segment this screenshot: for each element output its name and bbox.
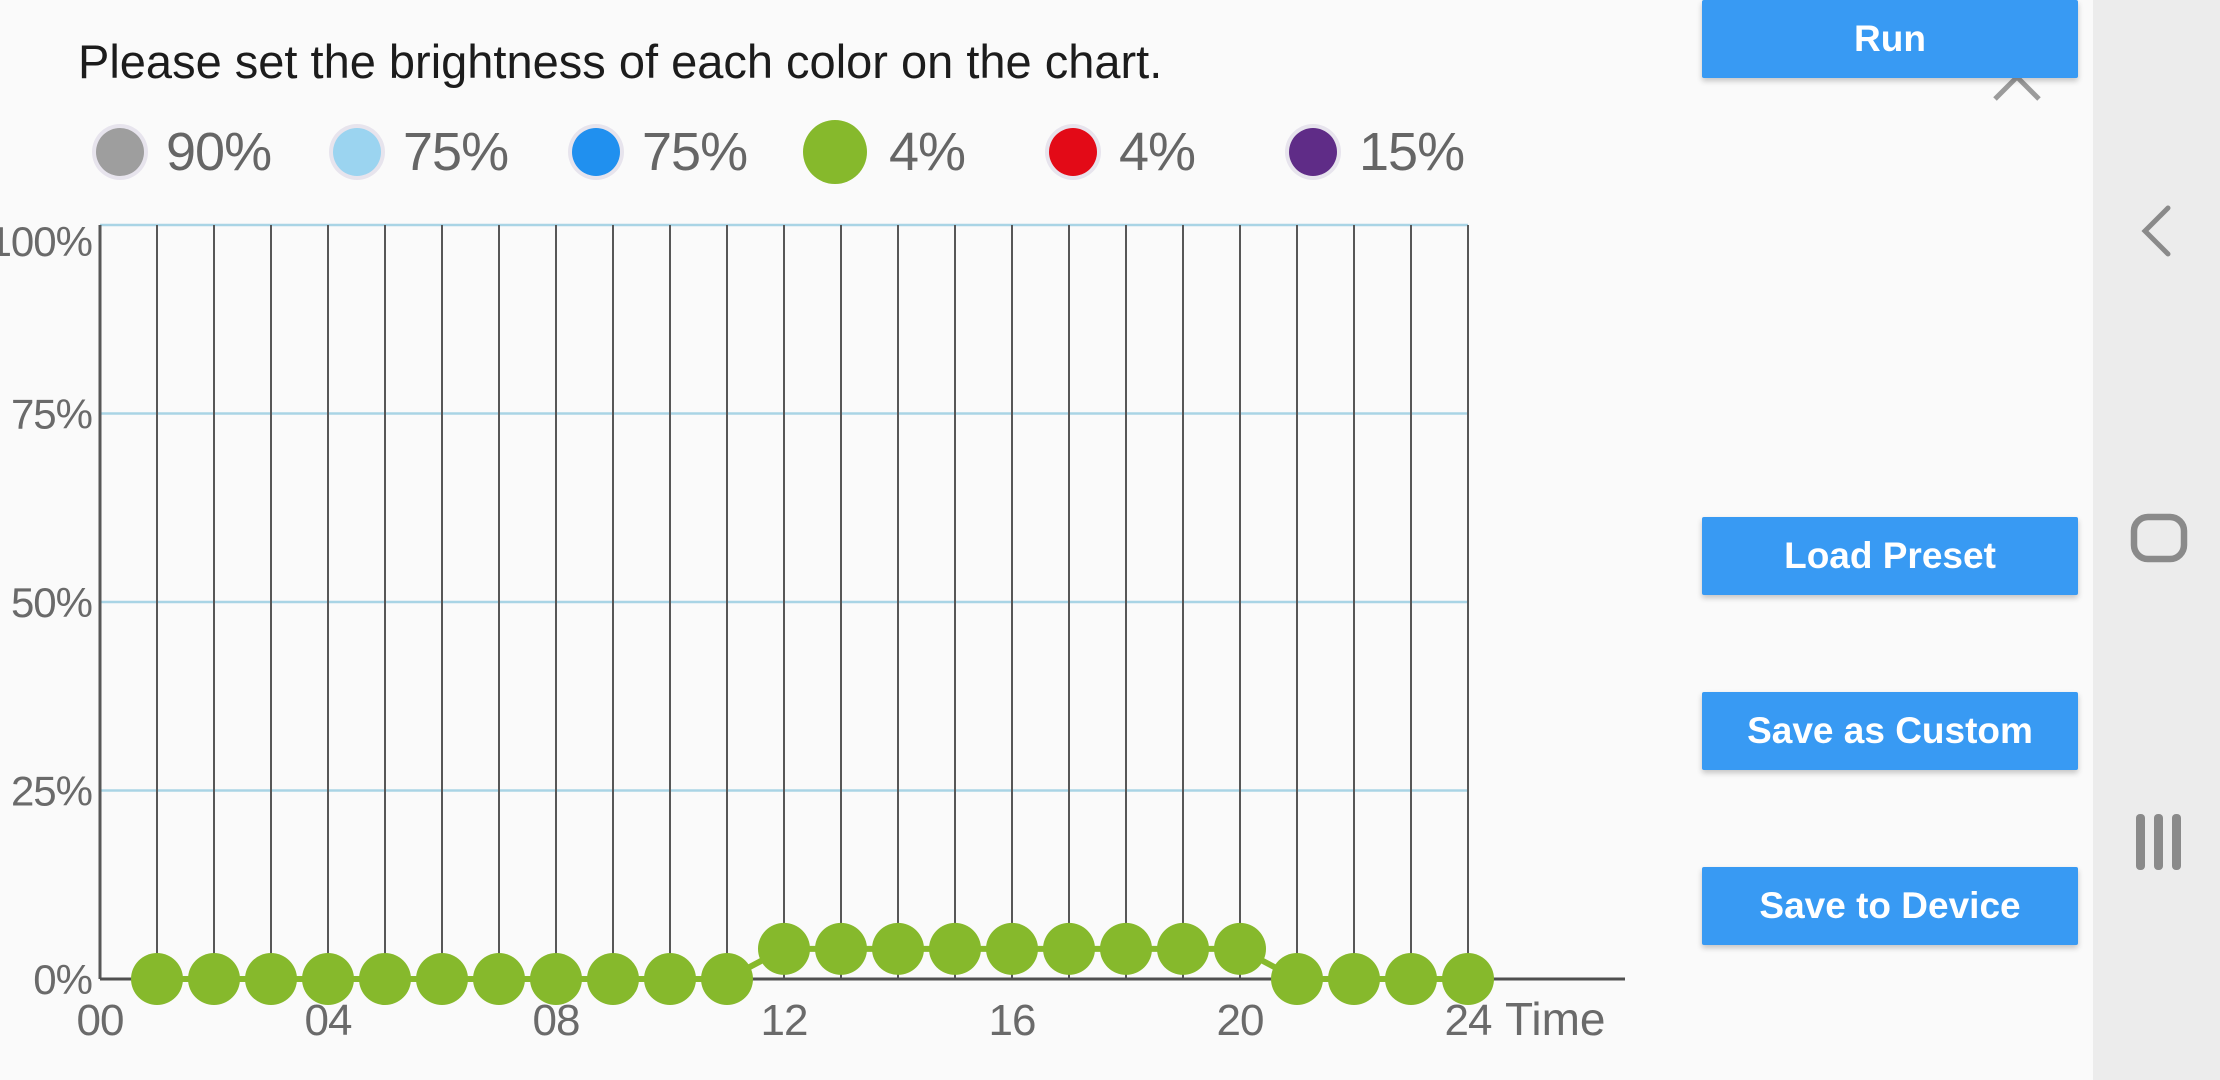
blue-color-swatch bbox=[572, 128, 620, 176]
brightness-dot-hour-21[interactable] bbox=[1271, 953, 1323, 1005]
legend-item-gray[interactable]: 90% bbox=[96, 118, 272, 186]
y-axis-tick: 75% bbox=[11, 391, 92, 438]
y-axis-tick: 0% bbox=[33, 956, 92, 1003]
brightness-dot-hour-14[interactable] bbox=[872, 922, 924, 975]
brightness-dot-hour-7[interactable] bbox=[473, 953, 525, 1005]
home-outline-icon bbox=[2130, 513, 2188, 563]
green-color-swatch bbox=[803, 120, 867, 184]
brightness-dot-hour-24[interactable] bbox=[1442, 953, 1494, 1005]
brightness-dot-hour-20[interactable] bbox=[1214, 922, 1266, 975]
legend-item-purple[interactable]: 15% bbox=[1289, 118, 1465, 186]
legend-value: 90% bbox=[166, 122, 272, 182]
light-blue-color-swatch bbox=[333, 128, 381, 176]
home-button[interactable] bbox=[2129, 508, 2189, 568]
run-button[interactable]: Run bbox=[1702, 0, 2078, 78]
y-axis-tick: 25% bbox=[11, 768, 92, 815]
legend-item-blue[interactable]: 75% bbox=[572, 118, 748, 186]
brightness-dot-hour-9[interactable] bbox=[587, 953, 639, 1005]
gray-color-swatch bbox=[96, 128, 144, 176]
page-title: Please set the brightness of each color … bbox=[78, 35, 1163, 88]
brightness-dot-hour-10[interactable] bbox=[644, 953, 696, 1005]
recent-apps-button[interactable] bbox=[2129, 812, 2189, 872]
brightness-dot-hour-13[interactable] bbox=[815, 922, 867, 975]
x-axis-tick: 00 bbox=[77, 996, 124, 1045]
back-button[interactable] bbox=[2129, 201, 2189, 261]
legend-item-green[interactable]: 4% bbox=[803, 118, 966, 186]
legend-value: 75% bbox=[403, 122, 509, 182]
brightness-dot-hour-1[interactable] bbox=[131, 953, 183, 1005]
legend-value: 4% bbox=[1119, 122, 1196, 182]
back-chevron-icon bbox=[2141, 205, 2171, 257]
x-axis-title: Time bbox=[1505, 993, 1606, 1045]
brightness-dot-hour-4[interactable] bbox=[302, 953, 354, 1005]
brightness-dot-hour-19[interactable] bbox=[1157, 922, 1209, 975]
brightness-dot-hour-8[interactable] bbox=[530, 953, 582, 1005]
green-channel-brightness-line bbox=[157, 945, 1468, 982]
y-axis-tick: 100% bbox=[0, 218, 92, 265]
x-axis-tick: 16 bbox=[989, 996, 1036, 1045]
brightness-dot-hour-2[interactable] bbox=[188, 953, 240, 1005]
red-color-swatch bbox=[1049, 128, 1097, 176]
brightness-dot-hour-15[interactable] bbox=[929, 922, 981, 975]
recent-apps-icon bbox=[2136, 814, 2181, 870]
android-navigation-bar bbox=[2093, 0, 2220, 1080]
color-brightness-legend: 90% 75% 75% 4% 4% 15% bbox=[0, 118, 1700, 188]
brightness-dot-hour-18[interactable] bbox=[1100, 922, 1152, 975]
brightness-dot-hour-6[interactable] bbox=[416, 953, 468, 1005]
x-axis-tick: 20 bbox=[1217, 996, 1264, 1045]
brightness-dot-hour-3[interactable] bbox=[245, 953, 297, 1005]
brightness-dot-hour-12[interactable] bbox=[758, 922, 810, 975]
legend-value: 15% bbox=[1359, 122, 1465, 182]
legend-item-red[interactable]: 4% bbox=[1049, 118, 1196, 186]
legend-item-light-blue[interactable]: 75% bbox=[333, 118, 509, 186]
y-axis-tick: 50% bbox=[11, 579, 92, 626]
legend-value: 4% bbox=[889, 122, 966, 182]
brightness-dot-hour-11[interactable] bbox=[701, 953, 753, 1005]
brightness-dot-hour-22[interactable] bbox=[1328, 953, 1380, 1005]
purple-color-swatch bbox=[1289, 128, 1337, 176]
save-to-device-button[interactable]: Save to Device bbox=[1702, 867, 2078, 945]
x-axis-tick: 12 bbox=[761, 996, 808, 1045]
brightness-dot-hour-16[interactable] bbox=[986, 922, 1038, 975]
legend-value: 75% bbox=[642, 122, 748, 182]
brightness-dot-hour-23[interactable] bbox=[1385, 953, 1437, 1005]
brightness-dot-hour-5[interactable] bbox=[359, 953, 411, 1005]
load-preset-button[interactable]: Load Preset bbox=[1702, 517, 2078, 595]
brightness-dot-hour-17[interactable] bbox=[1043, 922, 1095, 975]
save-as-custom-button[interactable]: Save as Custom bbox=[1702, 692, 2078, 770]
